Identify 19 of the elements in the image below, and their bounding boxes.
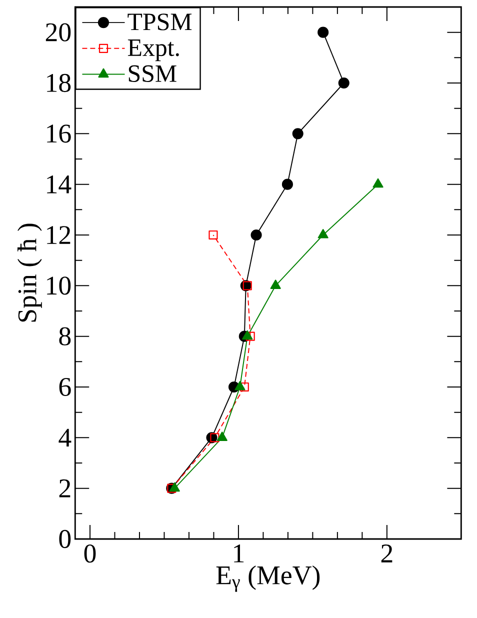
- y-tick-label: 0: [59, 530, 71, 548]
- y-tick-label: 6: [59, 378, 71, 396]
- legend-label: Expt.: [128, 40, 179, 62]
- y-tick-label: 2: [59, 479, 70, 498]
- y-tick-label: 18: [47, 74, 71, 92]
- x-tick-label: 2: [381, 544, 392, 562]
- y-tick-label: 10: [47, 276, 71, 295]
- y-axis-title: Spin ( ħ ): [17, 224, 42, 322]
- x-tick-label: 0: [84, 544, 96, 563]
- x-axis-title: E$_{γ}$ (MeV): [216, 566, 320, 592]
- legend-label: SSM: [128, 65, 176, 82]
- y-tick-label: 12: [47, 226, 70, 244]
- y-tick-label: 14: [47, 175, 72, 194]
- y-tick-label: 20: [46, 23, 71, 42]
- y-tick-label: 16: [47, 124, 71, 143]
- y-tick-label: 4: [58, 428, 72, 447]
- y-tick-label: 8: [59, 327, 71, 346]
- legend-label: TPSM: [128, 14, 192, 30]
- x-tick-label: 1: [234, 544, 244, 562]
